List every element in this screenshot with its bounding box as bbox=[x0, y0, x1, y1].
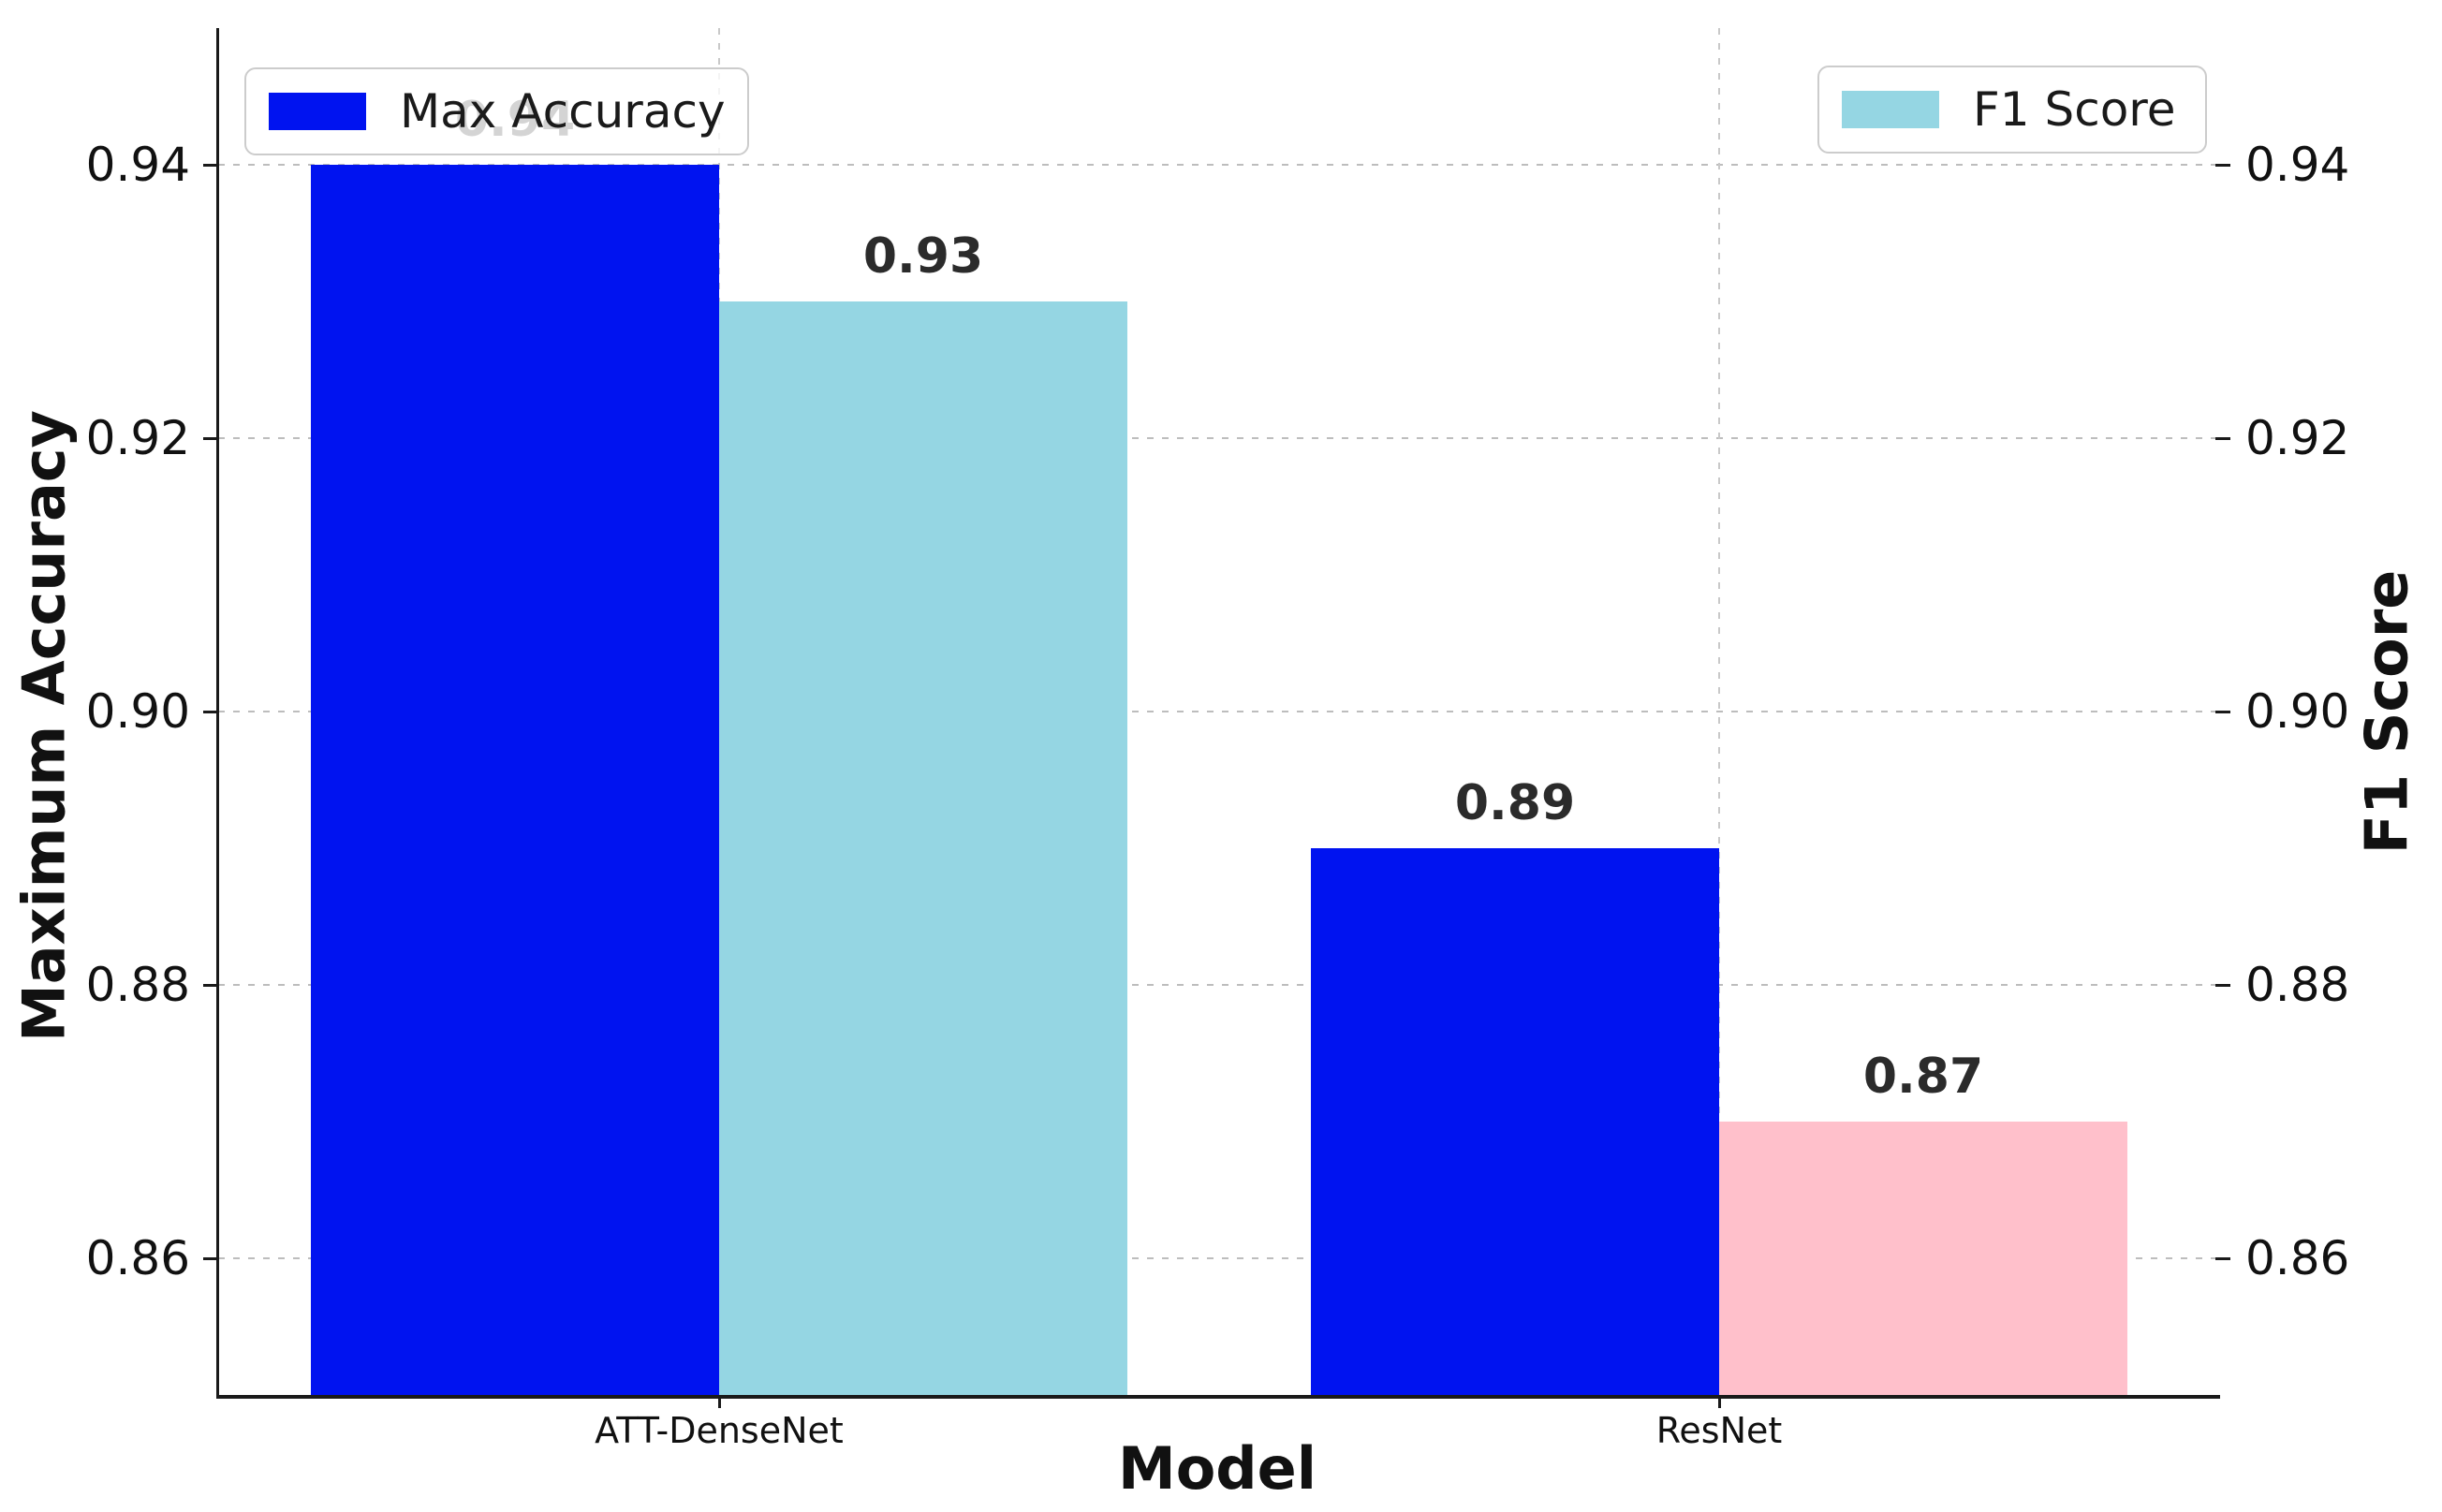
y-tick-right-0.94 bbox=[2215, 164, 2230, 167]
y-tick-label-left-0.92: 0.92 bbox=[85, 411, 190, 465]
max-accuracy-legend-swatch bbox=[269, 93, 366, 130]
gridline-h-0.90 bbox=[218, 711, 2217, 712]
left-axis-spine bbox=[216, 28, 219, 1399]
max-accuracy-legend-label: Max Accuracy bbox=[400, 84, 726, 139]
bar-ATT-DenseNet-f1-score bbox=[719, 301, 1127, 1395]
bar-value-label-ResNet-max-accuracy: 0.89 bbox=[1454, 775, 1576, 831]
y-tick-label-left-0.90: 0.90 bbox=[85, 684, 190, 739]
y-tick-label-right-0.90: 0.90 bbox=[2245, 684, 2350, 739]
y-tick-left-0.92 bbox=[203, 437, 218, 440]
y-tick-right-0.92 bbox=[2215, 437, 2230, 440]
gridline-h-0.88 bbox=[218, 984, 2217, 986]
legend-f1-score: F1 Score bbox=[1817, 66, 2207, 154]
y-tick-right-0.88 bbox=[2215, 984, 2230, 987]
legend-max-accuracy: Max Accuracy bbox=[244, 67, 749, 155]
y-tick-left-0.94 bbox=[203, 164, 218, 167]
x-tick-label-ATT-DenseNet: ATT-DenseNet bbox=[595, 1410, 844, 1451]
y-tick-right-0.90 bbox=[2215, 711, 2230, 713]
gridline-h-0.92 bbox=[218, 437, 2217, 439]
bar-value-label-ResNet-f1-score: 0.87 bbox=[1862, 1049, 1984, 1105]
y-axis-title-left: Maximum Accuracy bbox=[9, 410, 79, 1042]
y-tick-label-left-0.86: 0.86 bbox=[85, 1231, 190, 1285]
y-tick-label-right-0.88: 0.88 bbox=[2245, 958, 2350, 1012]
y-tick-label-right-0.86: 0.86 bbox=[2245, 1231, 2350, 1285]
y-tick-right-0.86 bbox=[2215, 1257, 2230, 1260]
y-tick-label-left-0.88: 0.88 bbox=[85, 958, 190, 1012]
bar-ATT-DenseNet-max-accuracy bbox=[311, 165, 719, 1395]
y-axis-title-right: F1 Score bbox=[2352, 569, 2421, 855]
bar-ResNet-max-accuracy bbox=[1311, 848, 1719, 1395]
x-tick-label-ResNet: ResNet bbox=[1655, 1410, 1783, 1451]
bottom-axis-spine bbox=[216, 1395, 2220, 1399]
gridline-h-0.86 bbox=[218, 1257, 2217, 1259]
gridline-v-ResNet bbox=[1718, 28, 1720, 1395]
f1-score-legend-label: F1 Score bbox=[1973, 82, 2176, 137]
x-tick-ATT-DenseNet bbox=[718, 1395, 721, 1408]
y-tick-label-right-0.94: 0.94 bbox=[2245, 138, 2350, 192]
y-tick-label-right-0.92: 0.92 bbox=[2245, 411, 2350, 465]
bar-ResNet-f1-score bbox=[1719, 1122, 2127, 1395]
y-tick-left-0.88 bbox=[203, 984, 218, 987]
x-tick-ResNet bbox=[1718, 1395, 1721, 1408]
x-axis-title: Model bbox=[1118, 1434, 1317, 1503]
f1-score-legend-swatch bbox=[1842, 91, 1939, 128]
gridline-h-0.94 bbox=[218, 164, 2217, 166]
bar-value-label-ATT-DenseNet-f1-score: 0.93 bbox=[862, 228, 984, 285]
y-tick-left-0.86 bbox=[203, 1257, 218, 1260]
y-tick-label-left-0.94: 0.94 bbox=[85, 138, 190, 192]
y-tick-left-0.90 bbox=[203, 711, 218, 713]
